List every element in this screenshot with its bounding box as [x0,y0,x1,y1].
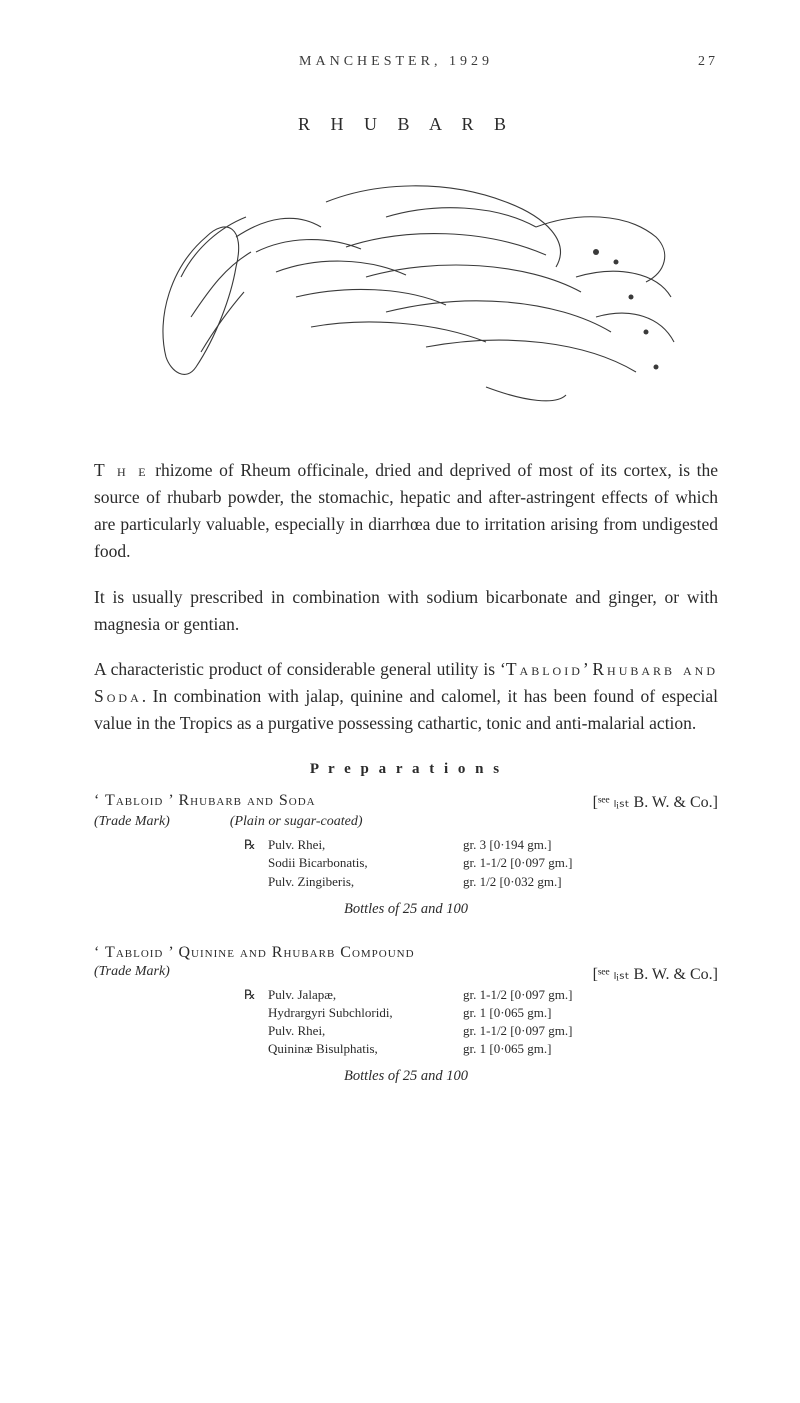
rx-symbol: ℞ [244,986,268,1004]
rx-dose: gr. 3 [0·194 gm.] [463,836,718,854]
rx-dose: gr. 1 [0·065 gm.] [463,1040,718,1058]
rx-row: Pulv. Zingiberis,gr. 1/2 [0·032 gm.] [244,873,718,891]
prep2-right: [ˢᵉᵉ ₗᵢₛₜ B. W. & Co.] [593,964,718,984]
rx-dose: gr. 1-1/2 [0·097 gm.] [463,1022,718,1040]
rx-symbol [244,873,268,891]
prep2-name: ‘ Tabloid ’ Quinine and Rhubarb Compound [94,944,415,962]
prep1-name: ‘ Tabloid ’ Rhubarb and Soda [94,792,316,812]
prep-1: ‘ Tabloid ’ Rhubarb and Soda [ˢᵉᵉ ₗᵢₛₜ B… [94,792,718,918]
paragraph-2: It is usually prescribed in combination … [94,584,718,638]
preparations-heading: P r e p a r a t i o n s [94,761,718,778]
page: MANCHESTER, 1929 27 R H U B A R B [0,0,800,1403]
rhubarb-illustration [126,157,686,417]
para1-lead: T h e [94,460,149,480]
paragraph-1: T h e rhizome of Rheum officinale, dried… [94,457,718,566]
para3-c: . In combination with jalap, quinine and… [94,686,718,733]
rx-row: Sodii Bicarbonatis,gr. 1-1/2 [0·097 gm.] [244,854,718,872]
rx-ingredient: Hydrargyri Subchloridi, [268,1004,463,1022]
rx-dose: gr. 1/2 [0·032 gm.] [463,873,718,891]
rx-row: ℞Pulv. Jalapæ,gr. 1-1/2 [0·097 gm.] [244,986,718,1004]
rx-ingredient: Pulv. Zingiberis, [268,873,463,891]
para1-rest: rhizome of Rheum officinale, dried and d… [94,460,718,561]
prep1-bottles: Bottles of 25 and 100 [94,901,718,918]
rx-ingredient: Pulv. Rhei, [268,1022,463,1040]
rx-symbol [244,854,268,872]
prep-2: ‘ Tabloid ’ Quinine and Rhubarb Compound… [94,944,718,1086]
prep2-rx: ℞Pulv. Jalapæ,gr. 1-1/2 [0·097 gm.] Hydr… [244,986,718,1059]
rx-ingredient: Quininæ Bisulphatis, [268,1040,463,1058]
prep2-bottles: Bottles of 25 and 100 [94,1068,718,1085]
rx-symbol: ℞ [244,836,268,854]
header-pageno: 27 [698,54,718,70]
running-head: MANCHESTER, 1929 27 [94,54,718,70]
prep1-line1: ‘ Tabloid ’ Rhubarb and Soda [ˢᵉᵉ ₗᵢₛₜ B… [94,792,718,812]
prep2-trademark: (Trade Mark) [94,964,170,982]
paragraph-3: A characteristic product of considerable… [94,656,718,737]
rx-dose: gr. 1-1/2 [0·097 gm.] [463,986,718,1004]
rx-row: Pulv. Rhei,gr. 1-1/2 [0·097 gm.] [244,1022,718,1040]
para3-a: A characteristic product of considerable… [94,659,506,679]
rx-row: Hydrargyri Subchloridi,gr. 1 [0·065 gm.] [244,1004,718,1022]
prep2-line2: (Trade Mark) [ˢᵉᵉ ₗᵢₛₜ B. W. & Co.] [94,964,718,984]
rx-ingredient: Pulv. Jalapæ, [268,986,463,1004]
rx-ingredient: Sodii Bicarbonatis, [268,854,463,872]
rx-dose: gr. 1-1/2 [0·097 gm.] [463,854,718,872]
page-title: R H U B A R B [94,114,718,135]
prep2-line1: ‘ Tabloid ’ Quinine and Rhubarb Compound [94,944,718,962]
rx-row: Quininæ Bisulphatis,gr. 1 [0·065 gm.] [244,1040,718,1058]
para3-b: ’ [583,659,592,679]
prep1-trademark: (Trade Mark) [94,814,170,834]
para3-cap1: Tabloid [506,659,583,679]
header-center: MANCHESTER, 1929 [299,54,493,70]
rx-row: ℞Pulv. Rhei,gr. 3 [0·194 gm.] [244,836,718,854]
rx-symbol [244,1040,268,1058]
prep1-rx: ℞Pulv. Rhei,gr. 3 [0·194 gm.] Sodii Bica… [244,836,718,891]
rx-symbol [244,1004,268,1022]
rx-symbol [244,1022,268,1040]
rx-dose: gr. 1 [0·065 gm.] [463,1004,718,1022]
prep1-plain: (Plain or sugar-coated) [230,814,363,830]
prep1-right: [ˢᵉᵉ ₗᵢₛₜ B. W. & Co.] [593,792,718,812]
rx-ingredient: Pulv. Rhei, [268,836,463,854]
